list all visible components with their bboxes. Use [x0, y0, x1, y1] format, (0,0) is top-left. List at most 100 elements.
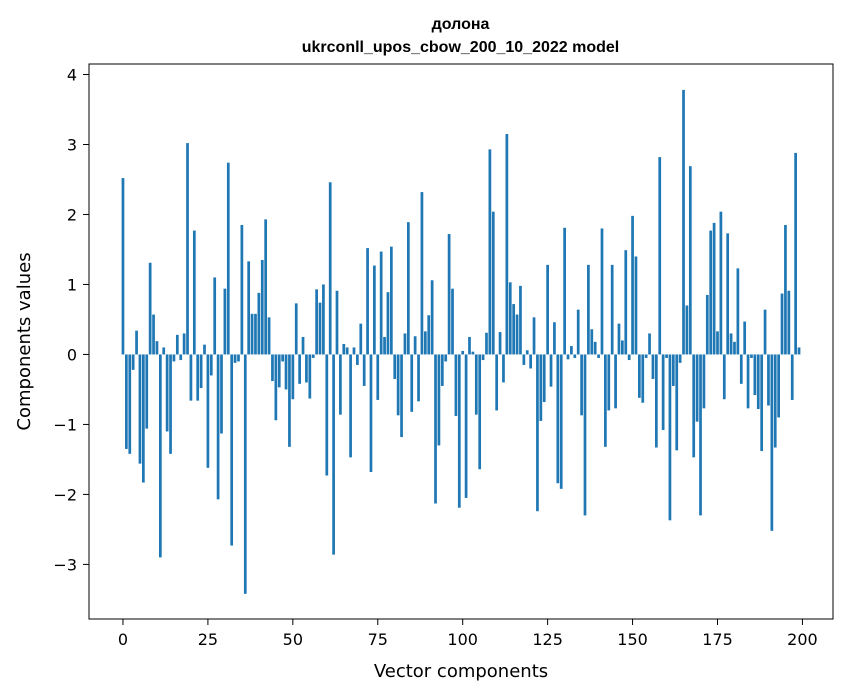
bar-49 [288, 354, 291, 447]
bar-111 [498, 332, 502, 355]
bar-150 [631, 215, 634, 355]
bar-20 [189, 354, 193, 401]
bar-87 [417, 354, 420, 402]
bar-165 [682, 89, 685, 355]
bar-18 [182, 333, 186, 355]
bar-153 [641, 354, 645, 403]
y-tick-label: 1 [67, 275, 77, 294]
bar-51 [294, 303, 298, 355]
bar-107 [485, 332, 488, 355]
bar-83 [403, 333, 407, 355]
y-tick-label: −2 [53, 485, 77, 504]
bar-95 [444, 354, 448, 362]
bar-48 [284, 354, 288, 390]
bar-120 [529, 354, 532, 369]
y-axis-ticks: −3 −2 −1 0 1 2 3 4 [53, 65, 89, 574]
bar-151 [634, 256, 638, 355]
bar-90 [427, 315, 431, 355]
bar-187 [756, 354, 760, 410]
bar-94 [440, 354, 444, 386]
x-tick-label: 175 [702, 630, 733, 649]
bar-106 [481, 354, 485, 361]
y-tick-label: 3 [67, 135, 77, 154]
bars-group [121, 89, 801, 594]
bar-183 [743, 321, 747, 355]
bar-35 [240, 224, 244, 355]
bar-62 [332, 354, 335, 555]
bar-66 [345, 347, 349, 355]
x-tick-label: 50 [283, 630, 303, 649]
bar-139 [593, 341, 597, 355]
bar-170 [699, 354, 702, 516]
bar-36 [243, 354, 247, 594]
bar-74 [373, 265, 376, 355]
chart-title: долона [432, 16, 490, 33]
bar-2 [128, 354, 132, 454]
bar-148 [624, 250, 628, 355]
bar-54 [305, 354, 308, 383]
bar-91 [430, 280, 434, 355]
bar-98 [454, 354, 458, 417]
bar-67 [349, 354, 352, 458]
bar-137 [587, 264, 590, 355]
bar-126 [549, 354, 553, 387]
y-axis-label: Components values [14, 252, 35, 430]
bar-50 [291, 354, 295, 400]
bar-64 [339, 354, 342, 415]
plot-area [89, 64, 833, 619]
bar-164 [678, 354, 682, 363]
bar-159 [661, 354, 665, 431]
bar-7 [145, 354, 149, 429]
bar-58 [318, 302, 322, 355]
bar-169 [695, 354, 699, 422]
chart-subtitle: ukrconll_upos_cbow_200_10_2022 model [302, 39, 619, 56]
bar-140 [597, 354, 600, 358]
bar-163 [675, 354, 679, 451]
bar-76 [379, 251, 383, 355]
bar-19 [186, 143, 189, 355]
bar-108 [488, 149, 492, 355]
bar-79 [390, 246, 393, 355]
bar-56 [311, 354, 315, 358]
y-tick-label: −1 [53, 415, 77, 434]
bar-174 [712, 222, 716, 355]
bar-61 [328, 182, 332, 355]
bar-3 [131, 354, 135, 370]
y-tick-label: 2 [67, 205, 77, 224]
bar-85 [410, 354, 414, 412]
bar-198 [794, 152, 797, 355]
bar-136 [583, 354, 587, 516]
x-axis-ticks: 0 25 50 75 100 125 150 175 200 [118, 619, 818, 649]
bar-199 [797, 347, 801, 355]
bar-69 [356, 354, 359, 365]
bar-135 [580, 354, 583, 416]
bar-175 [716, 331, 719, 355]
bar-155 [648, 333, 651, 355]
bar-77 [383, 336, 386, 355]
plot-frame [88, 63, 834, 620]
y-tick-label: 0 [67, 345, 77, 364]
bar-119 [525, 350, 529, 355]
bar-178 [726, 233, 730, 355]
bar-25 [206, 354, 210, 468]
bar-182 [739, 354, 743, 384]
bar-149 [627, 354, 631, 361]
bar-27 [213, 277, 217, 355]
bar-129 [559, 354, 563, 489]
bar-31 [226, 162, 230, 355]
bar-168 [692, 354, 696, 458]
bar-157 [654, 354, 658, 448]
bar-13 [165, 354, 169, 432]
bar-10 [155, 341, 159, 355]
bar-52 [298, 354, 301, 384]
x-tick-label: 200 [787, 630, 818, 649]
y-tick-label: −3 [53, 555, 77, 574]
bar-186 [753, 354, 757, 396]
bar-181 [736, 268, 740, 355]
bar-39 [254, 313, 257, 355]
x-tick-label: 150 [617, 630, 648, 649]
bar-37 [247, 261, 251, 355]
bar-117 [519, 285, 522, 355]
bar-172 [705, 294, 709, 355]
